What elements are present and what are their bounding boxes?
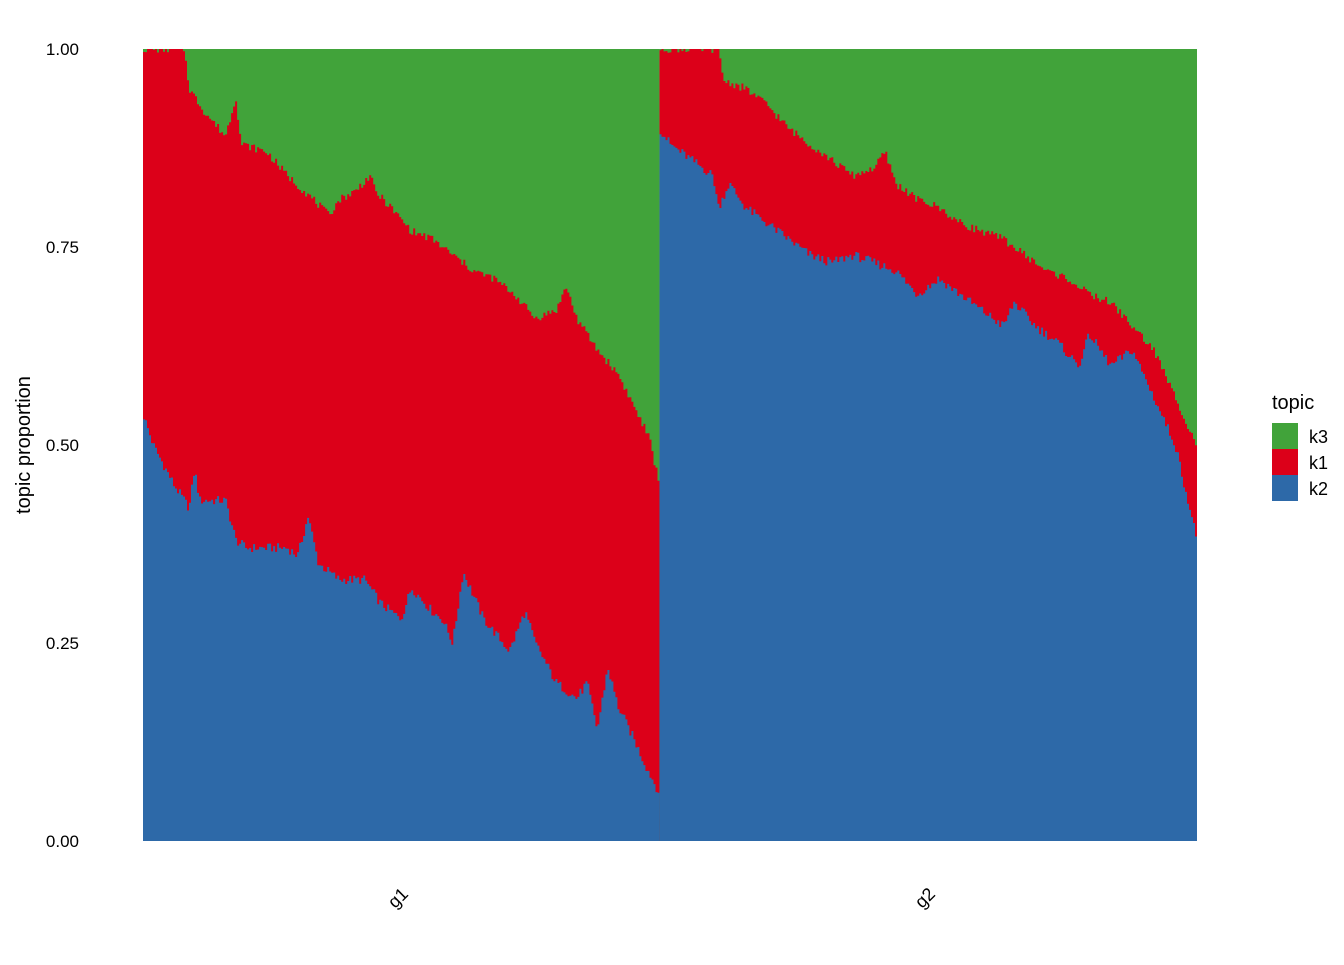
- legend-label-k2: k2: [1309, 479, 1328, 499]
- y-tick-label: 0.75: [46, 238, 79, 257]
- legend-swatch-k2: [1272, 475, 1298, 501]
- area-k2-g1: [143, 419, 660, 841]
- x-axis: g1 g2: [384, 884, 939, 912]
- y-tick-label: 0.25: [46, 634, 79, 653]
- legend-swatch-k1: [1272, 449, 1298, 475]
- legend-label-k3: k3: [1309, 427, 1328, 447]
- legend-title: topic: [1272, 392, 1314, 414]
- y-axis: 0.00 0.25 0.50 0.75 1.00: [46, 40, 79, 851]
- legend-swatch-k3: [1272, 423, 1298, 449]
- legend-label-k1: k1: [1309, 453, 1328, 473]
- y-tick-label: 0.00: [46, 832, 79, 851]
- y-tick-label: 0.50: [46, 436, 79, 455]
- plot-area: [143, 49, 1197, 841]
- y-axis-label: topic proportion: [13, 376, 35, 514]
- y-tick-label: 1.00: [46, 40, 79, 59]
- area-k2-g2: [659, 134, 1197, 841]
- legend: topic k3 k1 k2: [1272, 392, 1328, 501]
- x-tick-label-g1: g1: [384, 884, 412, 912]
- x-tick-label-g2: g2: [911, 884, 939, 912]
